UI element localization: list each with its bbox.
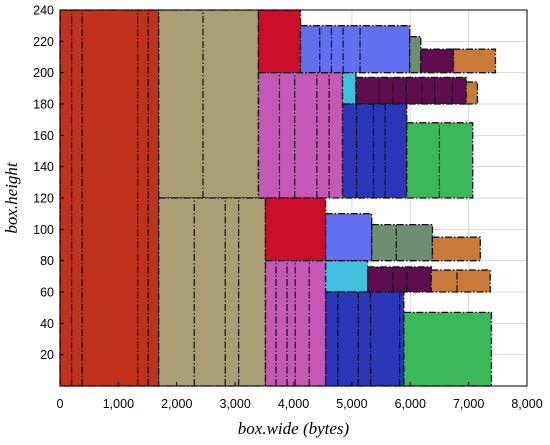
y-tick-label: 120 xyxy=(33,192,54,206)
packed-box xyxy=(324,260,369,293)
y-tick-label: 20 xyxy=(40,348,54,362)
y-tick-label: 140 xyxy=(33,160,54,174)
packed-box xyxy=(355,76,467,105)
packed-box xyxy=(158,9,260,199)
y-tick-label: 60 xyxy=(40,286,54,300)
packed-box xyxy=(465,81,479,105)
y-axis-title: box.height xyxy=(2,161,21,234)
x-axis-ticks: 0 1,000 2,000 3,000 4,000 5,000 6,000 7,000 8,00… xyxy=(57,382,543,411)
packed-box xyxy=(430,269,491,293)
box-dividers xyxy=(71,10,458,386)
packed-box xyxy=(158,197,267,387)
x-tick-label: 3,000 xyxy=(219,397,250,411)
y-tick-label: 160 xyxy=(33,129,54,143)
y-tick-label: 80 xyxy=(40,254,54,268)
packed-box xyxy=(341,103,408,199)
packed-box xyxy=(299,25,411,74)
packed-boxes xyxy=(59,9,497,387)
y-tick-label: 40 xyxy=(40,317,54,331)
packed-box xyxy=(366,266,432,293)
x-axis-title: box.wide (bytes) xyxy=(238,419,350,438)
y-tick-label: 100 xyxy=(33,223,54,237)
x-tick-label: 1,000 xyxy=(103,397,134,411)
x-tick-label: 6,000 xyxy=(395,397,426,411)
x-tick-label: 7,000 xyxy=(453,397,484,411)
packed-box xyxy=(59,9,160,387)
packed-box xyxy=(409,35,422,74)
packed-box xyxy=(324,213,373,262)
x-tick-label: 8,000 xyxy=(511,397,542,411)
y-axis-ticks: 20 40 60 80 100 120 140 160 180 200 220 240 xyxy=(33,4,64,362)
y-tick-label: 200 xyxy=(33,66,54,80)
packed-box xyxy=(324,291,405,387)
packed-box xyxy=(257,9,302,74)
packed-box xyxy=(264,197,327,262)
x-tick-label: 5,000 xyxy=(336,397,367,411)
packed-box xyxy=(341,72,357,105)
packed-box xyxy=(452,48,497,74)
x-tick-label: 0 xyxy=(57,397,64,411)
packed-box xyxy=(257,72,344,199)
y-tick-label: 180 xyxy=(33,98,54,112)
packed-box xyxy=(403,311,493,387)
x-tick-label: 4,000 xyxy=(278,397,309,411)
x-tick-label: 2,000 xyxy=(161,397,192,411)
y-tick-label: 240 xyxy=(33,4,54,18)
packed-box xyxy=(420,48,455,74)
packed-box xyxy=(431,236,481,262)
y-tick-label: 220 xyxy=(33,35,54,49)
packed-box xyxy=(371,223,434,262)
